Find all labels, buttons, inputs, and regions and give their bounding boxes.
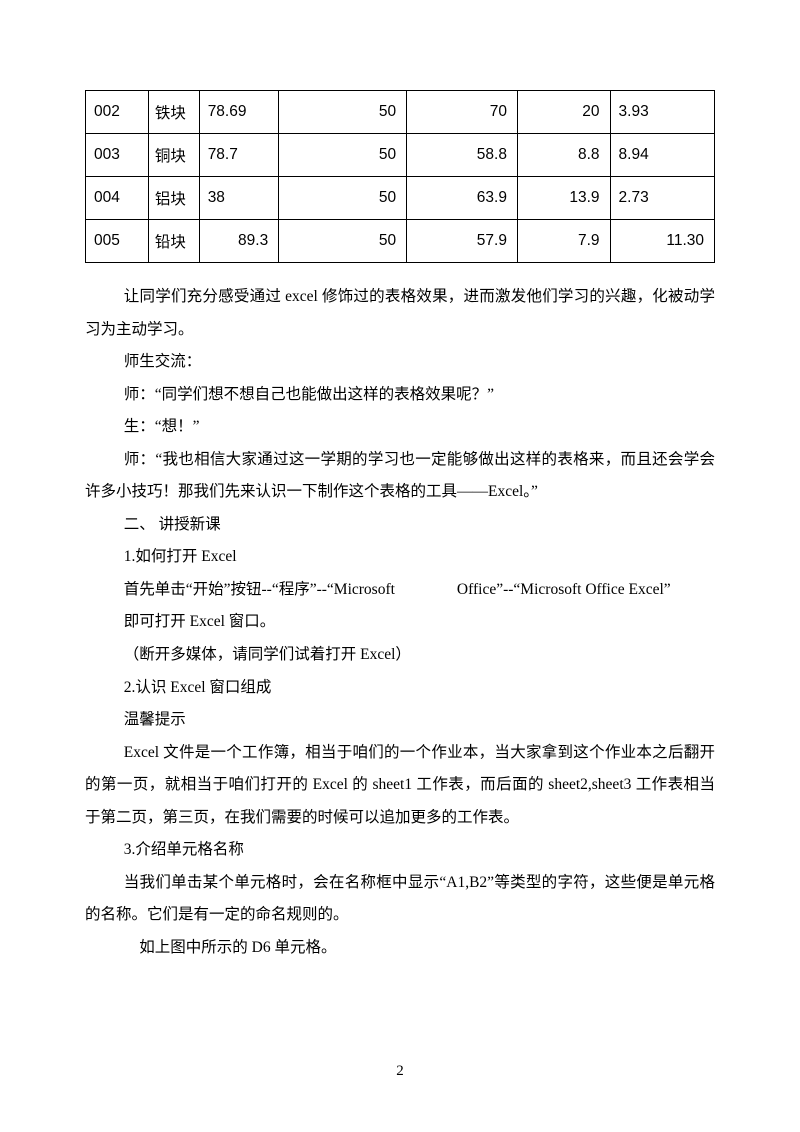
paragraph: 当我们单击某个单元格时，会在名称框中显示“A1,B2”等类型的字符，这些便是单元… — [85, 867, 715, 932]
table-cell: 38 — [199, 177, 279, 220]
table-cell: 铜块 — [148, 134, 199, 177]
page-number: 2 — [0, 1063, 800, 1080]
table-cell: 89.3 — [199, 220, 279, 263]
table-cell: 58.8 — [407, 134, 518, 177]
paragraph: （断开多媒体，请同学们试着打开 Excel） — [85, 639, 715, 672]
table-row: 002铁块78.695070203.93 — [86, 91, 715, 134]
table-cell: 3.93 — [610, 91, 714, 134]
table-cell: 8.94 — [610, 134, 714, 177]
paragraph: 首先单击“开始”按钮--“程序”--“Microsoft Office”--“M… — [85, 574, 715, 607]
paragraph: 1.如何打开 Excel — [85, 541, 715, 574]
table-cell: 铝块 — [148, 177, 199, 220]
table-cell: 铅块 — [148, 220, 199, 263]
paragraph: 二、 讲授新课 — [85, 509, 715, 542]
table-cell: 铁块 — [148, 91, 199, 134]
table-cell: 005 — [86, 220, 149, 263]
table-cell: 002 — [86, 91, 149, 134]
table-cell: 70 — [407, 91, 518, 134]
table-cell: 7.9 — [517, 220, 610, 263]
paragraph: 师：“我也相信大家通过这一学期的学习也一定能够做出这样的表格来，而且还会学会许多… — [85, 444, 715, 509]
paragraph: 师生交流： — [85, 346, 715, 379]
data-table: 002铁块78.695070203.93003铜块78.75058.88.88.… — [85, 90, 715, 263]
paragraph: 即可打开 Excel 窗口。 — [85, 606, 715, 639]
table-cell: 50 — [279, 91, 407, 134]
table-row: 003铜块78.75058.88.88.94 — [86, 134, 715, 177]
paragraph: 让同学们充分感受通过 excel 修饰过的表格效果，进而激发他们学习的兴趣，化被… — [85, 281, 715, 346]
table-cell: 50 — [279, 220, 407, 263]
table-cell: 004 — [86, 177, 149, 220]
table-cell: 20 — [517, 91, 610, 134]
table-row: 004铝块385063.913.92.73 — [86, 177, 715, 220]
paragraph: 3.介绍单元格名称 — [85, 834, 715, 867]
table-cell: 13.9 — [517, 177, 610, 220]
table-cell: 003 — [86, 134, 149, 177]
table-cell: 50 — [279, 134, 407, 177]
paragraph: 如上图中所示的 D6 单元格。 — [85, 932, 715, 965]
table-cell: 78.69 — [199, 91, 279, 134]
table-cell: 50 — [279, 177, 407, 220]
paragraph: 温馨提示 — [85, 704, 715, 737]
table-cell: 8.8 — [517, 134, 610, 177]
table-cell: 78.7 — [199, 134, 279, 177]
table-cell: 2.73 — [610, 177, 714, 220]
paragraph: 师：“同学们想不想自己也能做出这样的表格效果呢？” — [85, 379, 715, 412]
document-body: 让同学们充分感受通过 excel 修饰过的表格效果，进而激发他们学习的兴趣，化被… — [85, 281, 715, 964]
paragraph: Excel 文件是一个工作簿，相当于咱们的一个作业本，当大家拿到这个作业本之后翻… — [85, 737, 715, 835]
table-cell: 57.9 — [407, 220, 518, 263]
paragraph: 生：“想！” — [85, 411, 715, 444]
table-cell: 63.9 — [407, 177, 518, 220]
paragraph: 2.认识 Excel 窗口组成 — [85, 672, 715, 705]
table-cell: 11.30 — [610, 220, 714, 263]
table-row: 005铅块89.35057.97.911.30 — [86, 220, 715, 263]
